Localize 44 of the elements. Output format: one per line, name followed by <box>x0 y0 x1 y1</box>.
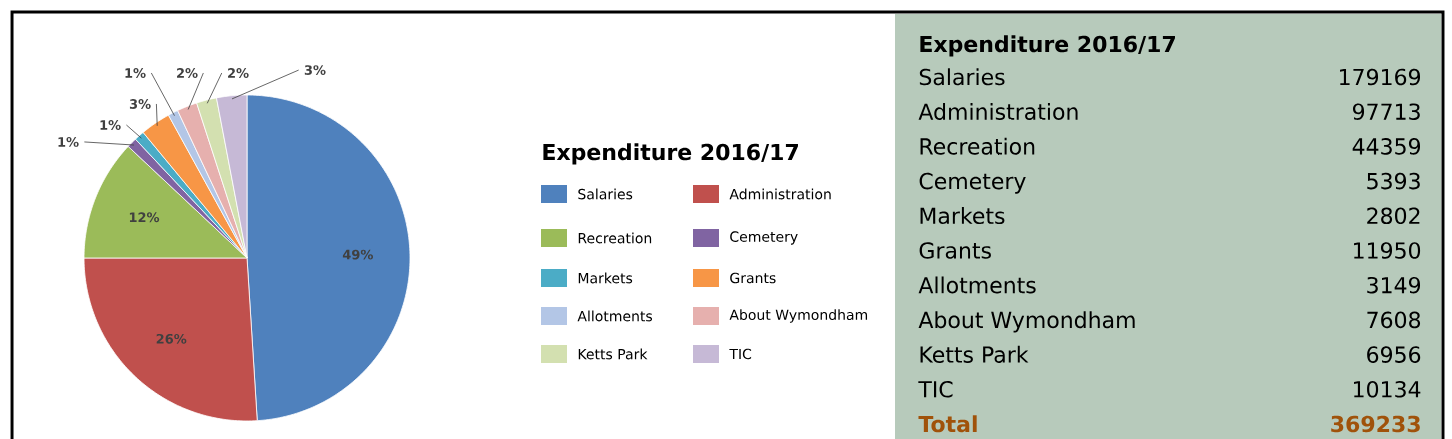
legend-label: Administration <box>729 188 831 200</box>
text: 179169 <box>1340 68 1421 86</box>
legend-label: TIC <box>729 348 752 360</box>
text: TIC <box>918 380 953 398</box>
text: 7608 <box>1367 311 1421 329</box>
text: Markets <box>920 207 1005 225</box>
text: Allotments <box>918 276 1036 294</box>
text: 5393 <box>1367 172 1420 190</box>
text: 369233 <box>1331 415 1420 433</box>
data-label: 2% <box>177 68 198 78</box>
text: Expenditure 2016/17 <box>920 35 1175 57</box>
text: 10134 <box>1354 380 1421 398</box>
legend-title: Expenditure 2016/17 <box>543 143 798 165</box>
text: About Wymondham <box>918 311 1135 333</box>
data-label: 3% <box>304 65 326 75</box>
data-label: 12% <box>129 212 160 223</box>
text: Administration <box>918 102 1078 120</box>
legend-label: Grants <box>730 272 776 284</box>
text: 6956 <box>1367 346 1421 363</box>
legend-label: Cemetery <box>730 231 798 245</box>
text: Salaries <box>919 68 1005 86</box>
data-label: 3% <box>129 99 151 109</box>
legend-label: About Wymondham <box>729 309 868 323</box>
data-label: 26% <box>156 333 187 344</box>
data-label: 2% <box>228 68 249 78</box>
text: 11950 <box>1354 242 1421 259</box>
text: 2802 <box>1367 207 1420 225</box>
text: Recreation <box>920 137 1035 155</box>
data-label: 49% <box>342 249 373 260</box>
data-label: 1% <box>125 68 146 78</box>
legend-label: Markets <box>578 272 633 284</box>
text: 3149 <box>1367 276 1421 294</box>
text: 44359 <box>1352 138 1421 155</box>
legend-label: Salaries <box>578 188 633 200</box>
legend-label: Allotments <box>577 310 653 322</box>
legend-label: Recreation <box>578 232 652 244</box>
text: Ketts Park <box>920 345 1029 363</box>
text: Grants <box>919 242 991 259</box>
legend-label: Ketts Park <box>578 348 648 360</box>
text: 97713 <box>1352 103 1420 120</box>
data-label: 1% <box>100 120 121 130</box>
data-label: 1% <box>58 137 79 147</box>
text: Total <box>918 415 977 433</box>
text: Cemetery <box>919 172 1026 194</box>
